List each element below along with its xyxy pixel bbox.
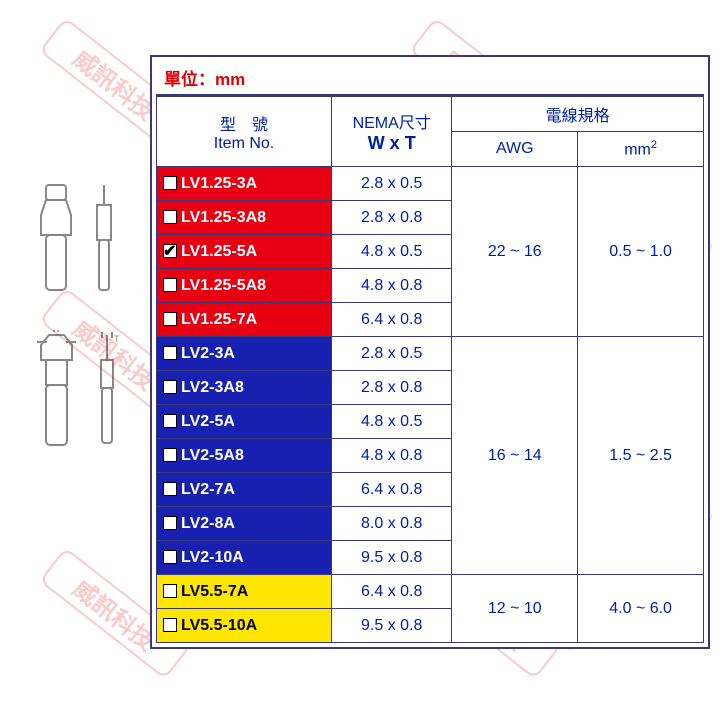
item-cell: LV2-5A — [157, 405, 332, 439]
spec-table-container: 單位：mm 型 號 Item No. NEMA尺寸 W x T 電線規格 AWG… — [150, 55, 710, 649]
wxt-cell: 4.8 x 0.8 — [332, 269, 452, 303]
item-cell: LV2-8A — [157, 507, 332, 541]
svg-text:T: T — [114, 334, 120, 344]
checkbox-icon — [163, 244, 177, 258]
header-item-no: 型 號 Item No. — [157, 97, 332, 167]
table-row: LV2-3A2.8 x 0.516 ~ 141.5 ~ 2.5 — [157, 337, 704, 371]
wxt-cell: 2.8 x 0.5 — [332, 337, 452, 371]
item-label: LV5.5-10A — [181, 617, 257, 634]
wxt-cell: 4.8 x 0.5 — [332, 235, 452, 269]
wxt-cell: 6.4 x 0.8 — [332, 473, 452, 507]
wxt-cell: 4.8 x 0.5 — [332, 405, 452, 439]
header-awg: AWG — [452, 132, 578, 167]
item-label: LV1.25-5A — [181, 243, 257, 260]
item-label: LV1.25-7A — [181, 311, 257, 328]
item-label: LV5.5-7A — [181, 583, 248, 600]
item-cell: LV2-3A8 — [157, 371, 332, 405]
item-cell: LV2-10A — [157, 541, 332, 575]
item-cell: LV5.5-10A — [157, 609, 332, 643]
svg-text:W: W — [51, 330, 61, 335]
checkbox-icon — [163, 584, 177, 598]
checkbox-icon — [163, 550, 177, 564]
wxt-cell: 2.8 x 0.8 — [332, 201, 452, 235]
wxt-cell: 4.8 x 0.8 — [332, 439, 452, 473]
terminal-drawing-female — [31, 180, 119, 300]
checkbox-icon — [163, 482, 177, 496]
item-cell: LV1.25-3A — [157, 167, 332, 201]
item-label: LV2-5A — [181, 413, 235, 430]
checkbox-icon — [163, 278, 177, 292]
wxt-cell: 6.4 x 0.8 — [332, 575, 452, 609]
table-row: LV1.25-3A2.8 x 0.522 ~ 160.5 ~ 1.0 — [157, 167, 704, 201]
checkbox-icon — [163, 516, 177, 530]
header-mm2: mm2 — [578, 132, 704, 167]
header-nema: NEMA尺寸 W x T — [332, 97, 452, 167]
item-label: LV1.25-3A — [181, 175, 257, 192]
wxt-cell: 6.4 x 0.8 — [332, 303, 452, 337]
item-cell: LV1.25-5A — [157, 235, 332, 269]
checkbox-icon — [163, 176, 177, 190]
item-cell: LV5.5-7A — [157, 575, 332, 609]
item-label: LV1.25-5A8 — [181, 277, 266, 294]
awg-cell: 22 ~ 16 — [452, 167, 578, 337]
mm2-cell: 1.5 ~ 2.5 — [578, 337, 704, 575]
item-cell: LV1.25-7A — [157, 303, 332, 337]
wxt-cell: 2.8 x 0.5 — [332, 167, 452, 201]
wxt-cell: 2.8 x 0.8 — [332, 371, 452, 405]
item-cell: LV2-7A — [157, 473, 332, 507]
item-label: LV2-3A — [181, 345, 235, 362]
checkbox-icon — [163, 210, 177, 224]
item-label: LV1.25-3A8 — [181, 209, 266, 226]
item-cell: LV1.25-5A8 — [157, 269, 332, 303]
checkbox-icon — [163, 346, 177, 360]
item-cell: LV2-3A — [157, 337, 332, 371]
checkbox-icon — [163, 618, 177, 632]
header-wire: 電線規格 — [452, 97, 704, 132]
table-row: LV5.5-7A6.4 x 0.812 ~ 104.0 ~ 6.0 — [157, 575, 704, 609]
unit-label: 單位：mm — [156, 61, 704, 96]
item-label: LV2-5A8 — [181, 447, 244, 464]
terminal-drawing-male: W T — [29, 330, 122, 460]
item-label: LV2-3A8 — [181, 379, 244, 396]
wxt-cell: 9.5 x 0.8 — [332, 609, 452, 643]
checkbox-icon — [163, 448, 177, 462]
item-label: LV2-7A — [181, 481, 235, 498]
awg-cell: 16 ~ 14 — [452, 337, 578, 575]
terminal-diagrams: W T — [0, 180, 150, 460]
item-label: LV2-10A — [181, 549, 244, 566]
item-cell: LV2-5A8 — [157, 439, 332, 473]
mm2-cell: 4.0 ~ 6.0 — [578, 575, 704, 643]
checkbox-icon — [163, 380, 177, 394]
checkbox-icon — [163, 414, 177, 428]
mm2-cell: 0.5 ~ 1.0 — [578, 167, 704, 337]
wxt-cell: 9.5 x 0.8 — [332, 541, 452, 575]
item-cell: LV1.25-3A8 — [157, 201, 332, 235]
wxt-cell: 8.0 x 0.8 — [332, 507, 452, 541]
item-label: LV2-8A — [181, 515, 235, 532]
awg-cell: 12 ~ 10 — [452, 575, 578, 643]
checkbox-icon — [163, 312, 177, 326]
spec-table: 型 號 Item No. NEMA尺寸 W x T 電線規格 AWG mm2 L… — [156, 96, 704, 643]
